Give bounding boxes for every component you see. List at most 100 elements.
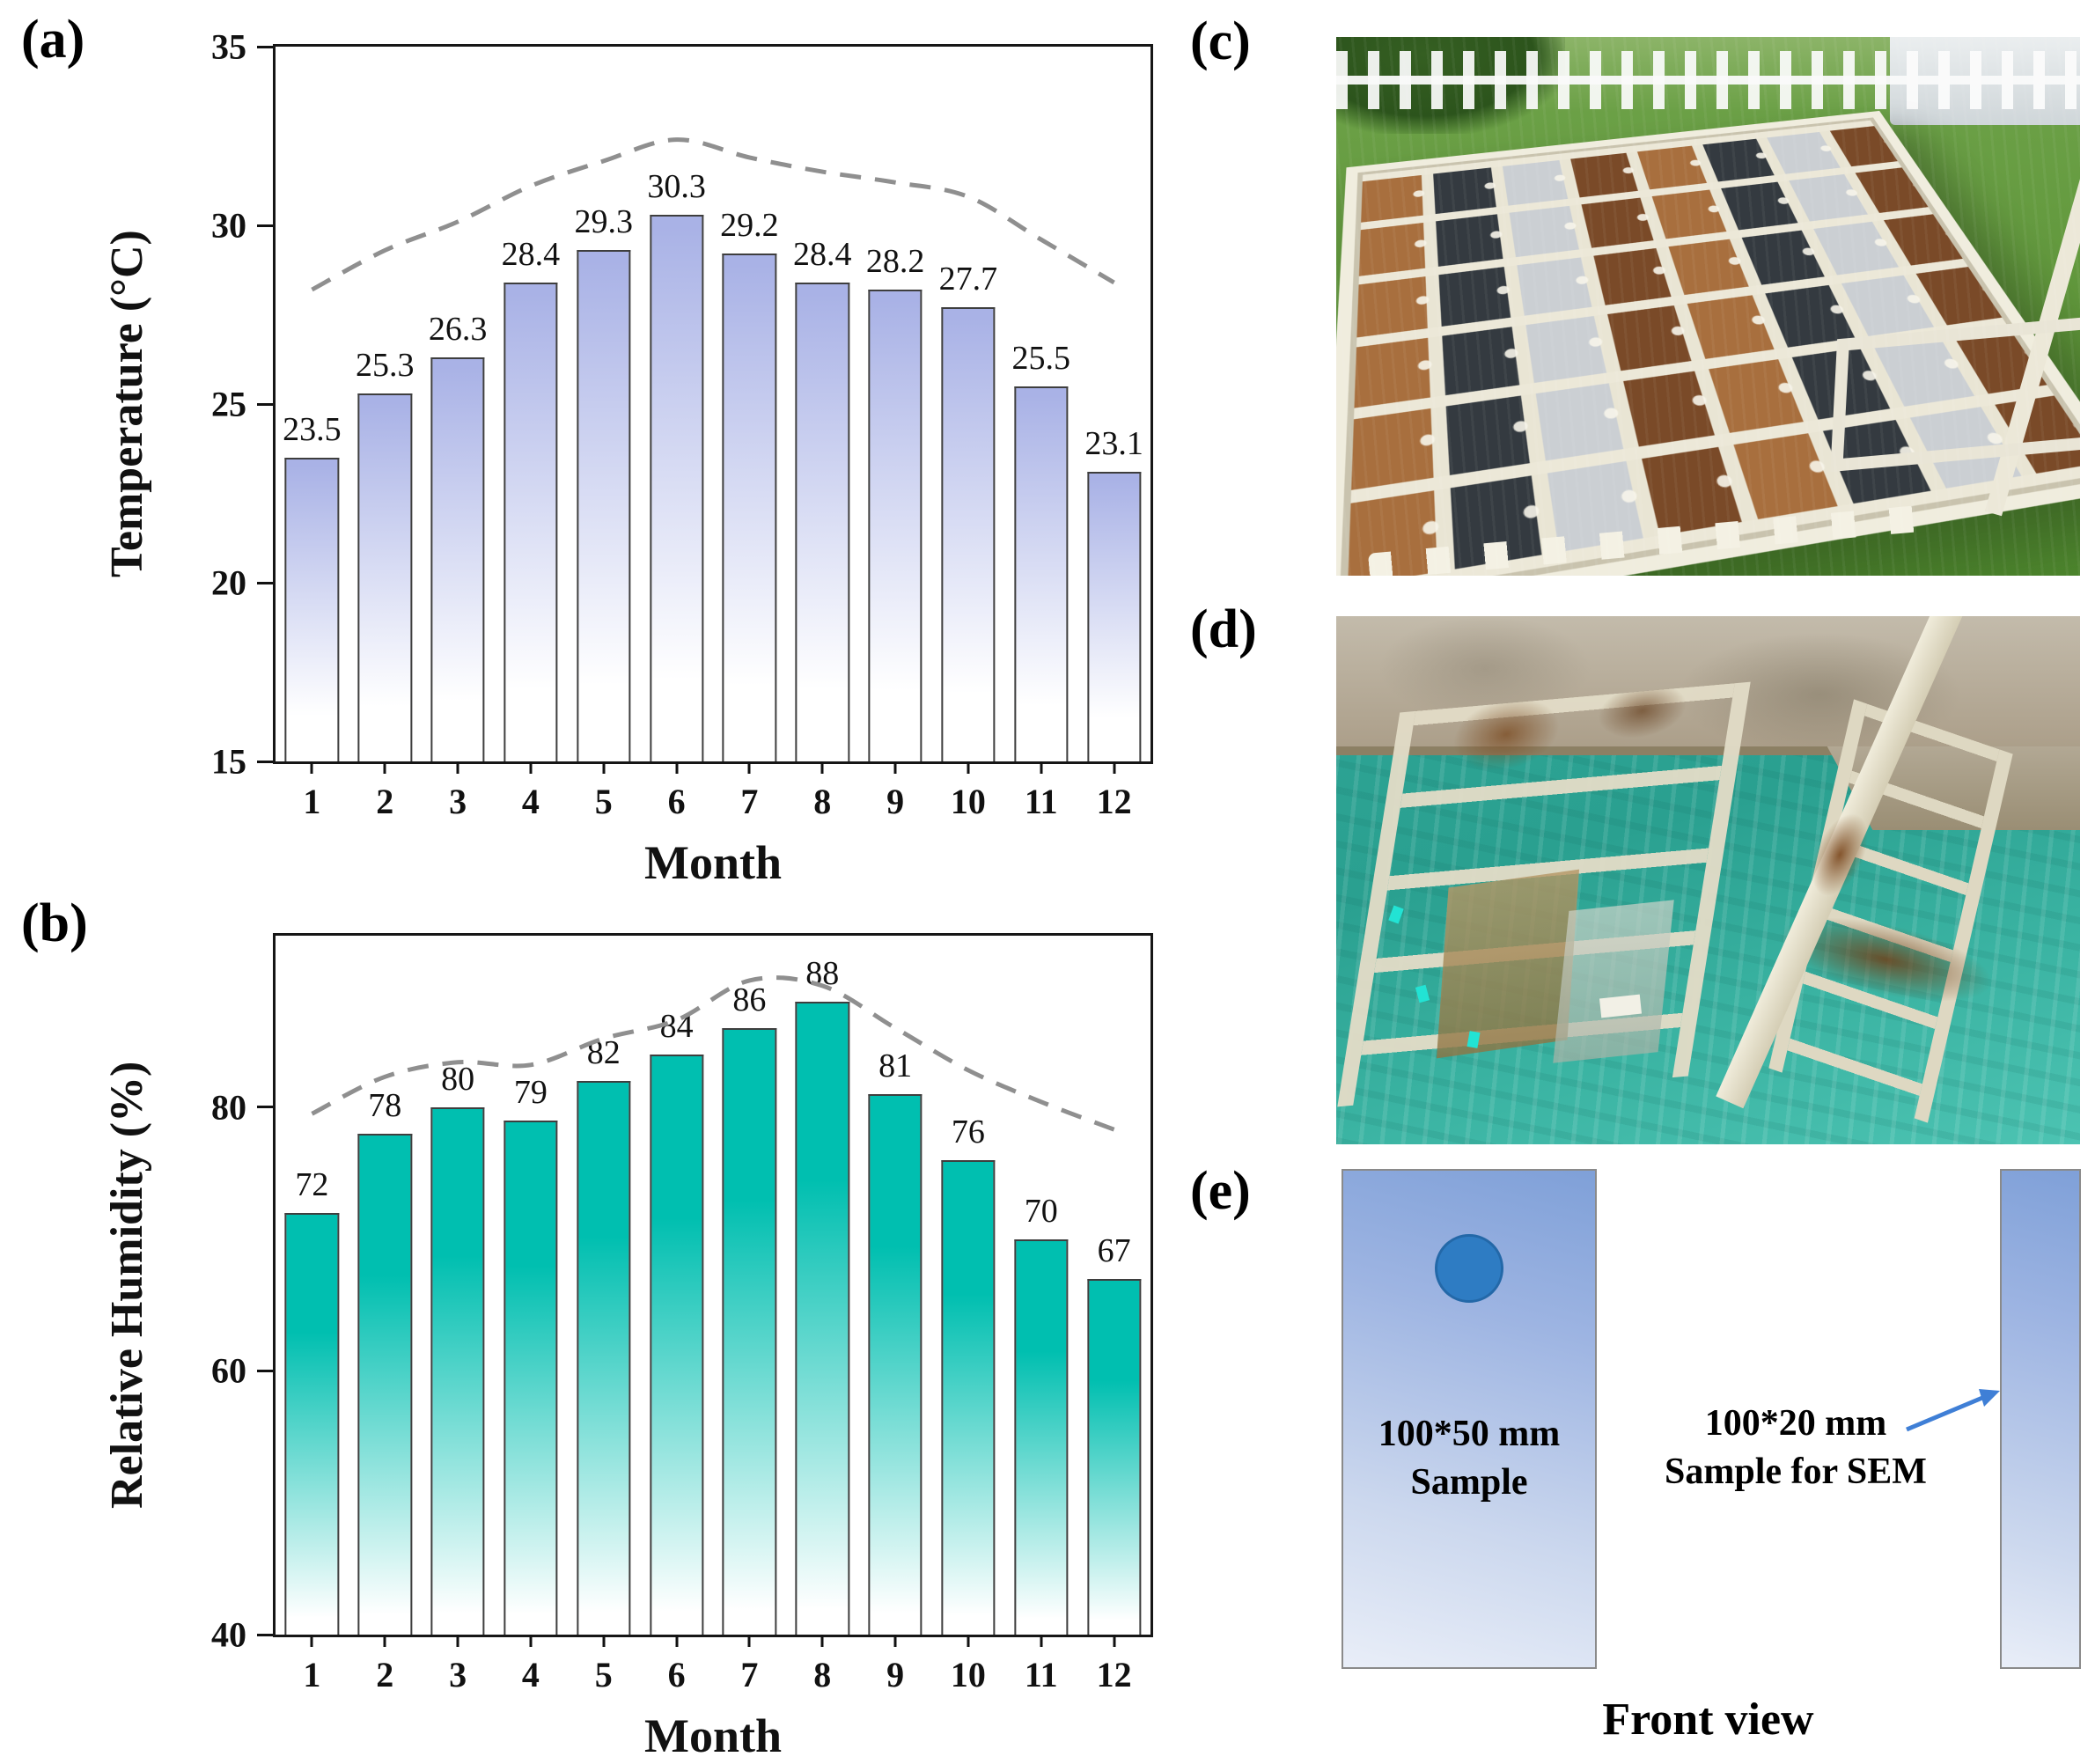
x-tick-label: 10 xyxy=(950,1655,986,1694)
bar-month-4 xyxy=(504,1120,558,1635)
y-tick: 60 xyxy=(211,1351,273,1391)
mounting-hole xyxy=(1435,1234,1503,1303)
arrow-line xyxy=(1906,1395,1983,1432)
sample-100x50-label-line1: 100*50 mm xyxy=(1378,1414,1561,1454)
y-tick: 15 xyxy=(211,742,273,782)
panel-label-c: (c) xyxy=(1190,11,1251,71)
bar-value-label: 70 xyxy=(1024,1192,1058,1230)
bar-value-label: 28.4 xyxy=(792,235,852,273)
x-tick xyxy=(602,761,606,774)
bar-month-8 xyxy=(795,1001,849,1635)
x-tick-label: 11 xyxy=(1024,1655,1058,1694)
bar-slot-month-7: 29.2 7 xyxy=(713,47,786,821)
photo-outdoor-exposure-rack xyxy=(1336,37,2080,576)
bar-value-label: 78 xyxy=(368,1086,402,1124)
panel-e-sample-diagram: 100*50 mm Sample 100*20 mm Sample for SE… xyxy=(1336,1169,2081,1764)
bar-month-5 xyxy=(577,250,631,761)
bar-slot-month-7: 86 7 xyxy=(713,936,786,1694)
bar-month-2 xyxy=(357,393,412,761)
exposure-rack-frame xyxy=(1336,110,2080,576)
x-axis-title-month-a: Month xyxy=(643,836,782,889)
x-tick-label: 4 xyxy=(521,1655,540,1694)
bar-slot-month-3: 26.3 3 xyxy=(422,47,495,821)
y-tick-label: 35 xyxy=(211,26,246,67)
bar-slot-month-9: 28.2 9 xyxy=(859,47,932,821)
x-axis-title-month-b: Month xyxy=(643,1709,782,1762)
bar-value-label: 76 xyxy=(951,1113,985,1150)
bar-slot-month-5: 82 5 xyxy=(567,936,640,1694)
rack-insulator-caps xyxy=(1367,503,1950,576)
bar-value-label: 26.3 xyxy=(428,311,488,349)
submerged-sample-plate-2 xyxy=(1553,900,1674,1063)
x-tick xyxy=(1040,1635,1043,1647)
x-tick-label: 4 xyxy=(521,782,540,821)
front-view-caption: Front view xyxy=(1602,1694,1814,1745)
x-tick xyxy=(456,761,459,774)
bar-slot-month-3: 80 3 xyxy=(422,936,495,1694)
bar-slot-month-6: 30.3 6 xyxy=(640,47,713,821)
bar-value-label: 67 xyxy=(1097,1231,1131,1269)
bar-slot-month-1: 23.5 1 xyxy=(276,47,349,821)
x-tick-label: 12 xyxy=(1096,782,1132,821)
tree-foliage xyxy=(1336,37,1565,134)
plot-area-temperature: Temperature (°C) Month 15 20 25 30 35 23.5 1 25… xyxy=(102,27,1153,889)
x-tick-label: 2 xyxy=(376,782,394,821)
bar-month-5 xyxy=(577,1080,631,1635)
x-tick xyxy=(967,1635,970,1647)
bar-slot-month-10: 27.7 10 xyxy=(932,47,1005,821)
bar-slot-month-11: 70 11 xyxy=(1004,936,1077,1694)
x-tick xyxy=(310,761,313,774)
y-axis-title-humidity: Relative Humidity (%) xyxy=(102,1061,152,1510)
bar-value-label: 84 xyxy=(659,1007,694,1045)
bar-slot-month-8: 28.4 8 xyxy=(786,47,859,821)
x-tick xyxy=(310,1635,313,1647)
bar-month-7 xyxy=(722,1027,777,1635)
x-tick-label: 7 xyxy=(740,782,759,821)
x-tick-label: 3 xyxy=(449,782,467,821)
bar-value-label: 86 xyxy=(732,981,767,1018)
bar-value-label: 25.3 xyxy=(355,346,415,384)
y-tick-label: 15 xyxy=(211,741,246,782)
sample-100x50-label-line2: Sample xyxy=(1410,1461,1528,1503)
panel-label-b: (b) xyxy=(21,893,88,953)
y-tick-label: 60 xyxy=(211,1350,246,1391)
bar-value-label: 23.5 xyxy=(283,410,342,448)
bar-value-label: 30.3 xyxy=(647,167,706,205)
bar-value-label: 29.2 xyxy=(720,207,779,245)
x-tick xyxy=(820,761,824,774)
y-tick: 30 xyxy=(211,206,273,246)
bar-month-4 xyxy=(504,282,558,761)
x-tick-label: 3 xyxy=(449,1655,467,1694)
rack-frame-rail xyxy=(1984,138,2080,517)
x-tick xyxy=(383,761,386,774)
bar-slot-month-8: 88 8 xyxy=(786,936,859,1694)
bar-month-2 xyxy=(357,1133,412,1635)
x-tick xyxy=(893,761,897,774)
bar-month-1 xyxy=(284,457,340,761)
bar-value-label: 25.5 xyxy=(1011,339,1070,377)
y-tick: 80 xyxy=(211,1087,273,1127)
y-tick-label: 40 xyxy=(211,1614,246,1655)
x-tick xyxy=(602,1635,606,1647)
x-tick-label: 1 xyxy=(303,782,321,821)
bar-slot-month-9: 81 9 xyxy=(859,936,932,1694)
bar-month-12 xyxy=(1086,1278,1142,1635)
y-tick: 20 xyxy=(211,563,273,603)
x-tick xyxy=(529,761,533,774)
bar-month-8 xyxy=(795,282,849,761)
bar-value-label: 27.7 xyxy=(938,261,998,298)
panel-label-d: (d) xyxy=(1190,599,1257,659)
bar-slot-month-2: 78 2 xyxy=(349,936,422,1694)
bar-value-label: 82 xyxy=(586,1033,621,1071)
x-tick-label: 9 xyxy=(886,1655,905,1694)
x-tick xyxy=(529,1635,533,1647)
x-tick xyxy=(1113,1635,1116,1647)
x-tick-label: 5 xyxy=(594,1655,613,1694)
bar-value-label: 81 xyxy=(878,1047,913,1084)
x-tick xyxy=(456,1635,459,1647)
bar-month-12 xyxy=(1086,472,1142,761)
x-tick xyxy=(967,761,970,774)
y-tick: 25 xyxy=(211,385,273,424)
photo-seawater-immersion xyxy=(1336,616,2080,1144)
